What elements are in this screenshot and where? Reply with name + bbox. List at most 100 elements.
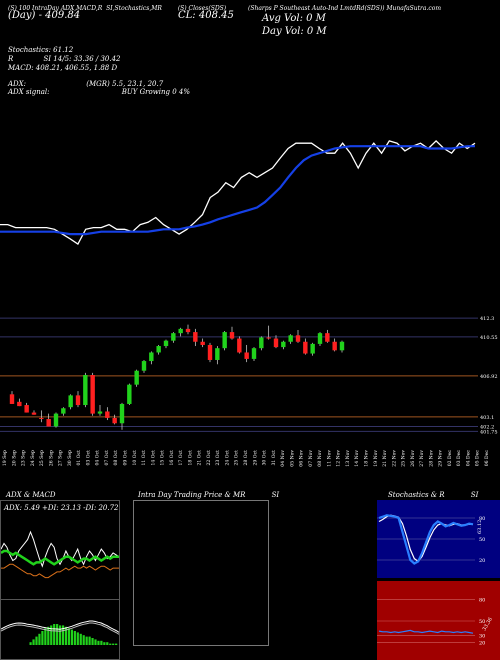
candle-date-label: 19 Sep [2, 450, 8, 466]
rsi-y-tick: 50 [479, 619, 485, 625]
candle-y-tick: 402.2 [480, 424, 494, 430]
stochastics-chart: 80 50 20 63.12 [377, 500, 500, 578]
macd-bar [94, 639, 97, 645]
macd-bar [44, 628, 47, 645]
candle-date-label: 21 Oct [197, 450, 203, 466]
candle-date-label: 15 Oct [160, 450, 166, 466]
rsi-y-tick: 30 [479, 633, 485, 639]
candle-body [46, 418, 51, 427]
rsi-letter: R [8, 55, 14, 63]
candle-date-label: 24 Sep [30, 450, 36, 466]
candle-date-label: 03 Dec [456, 450, 462, 467]
candle-date-label: 21 Nov [382, 450, 388, 467]
macd-bar [41, 631, 44, 645]
candle-date-label: 18 Nov [364, 450, 370, 467]
macd-bar [64, 626, 68, 645]
candle-body [288, 335, 293, 342]
macd-bar [38, 633, 41, 645]
candle-body [141, 361, 147, 371]
price-overview-chart [0, 139, 476, 246]
candle-date-label: 28 Oct [243, 450, 249, 466]
candle-y-tick: 412.3 [480, 316, 494, 322]
candle-body [281, 341, 286, 348]
candle-body [149, 352, 154, 362]
macd-bar [67, 628, 71, 645]
candle-date-label: 02 Dec [447, 450, 453, 467]
macd-bar [103, 642, 106, 645]
candle-date-label: 11 Oct [141, 450, 147, 466]
candle-body [200, 341, 205, 345]
candle-body [24, 405, 29, 413]
candle-date-label: 08 Oct [113, 450, 119, 466]
candle-date-label: 14 Nov [354, 450, 360, 467]
candle-body [17, 401, 22, 407]
candle-body [163, 340, 169, 347]
candle-body [266, 337, 271, 339]
adx-values: (MGR) 5.5, 23.1, 20.7 [86, 80, 164, 88]
candle-date-label: 23 Sep [21, 450, 27, 466]
rsi-y-tick: 80 [479, 597, 485, 603]
candle-date-label: 04 Oct [95, 450, 101, 466]
adx-signal-readout: ADX signal: BUY Growing 0 4% [8, 88, 190, 96]
candle-date-label: 17 Oct [178, 450, 184, 466]
candle-body [229, 332, 235, 339]
candle-date-label: 22 Oct [206, 450, 212, 466]
macd-divider [1, 599, 119, 600]
adx-letter: ADX: [8, 80, 27, 88]
macd-bar [79, 633, 82, 645]
candle-date-label: 22 Nov [391, 450, 397, 467]
macd-bar [85, 636, 88, 645]
macd-histogram [29, 624, 118, 645]
stoch-value-label: 63.12 [477, 520, 483, 534]
candle-date-label: 01 Oct [76, 450, 82, 466]
candle-date-label: 29 Oct [252, 450, 258, 466]
adx-chart [1, 530, 119, 579]
candle-body [90, 375, 95, 414]
candle-date-label: 18 Oct [187, 450, 193, 466]
candle-date-labels: 19 Sep 20 Sep 23 Sep 24 Sep 25 Sep 26 Sep 27 S… [2, 450, 490, 467]
candle-date-label: 25 Sep [39, 450, 45, 466]
adx-panel-title: ADX & MACD [6, 491, 56, 499]
candle-body [97, 411, 103, 414]
header-line: (S) 100 IntraDay ADX,MACD,R SI,Stochasti… [8, 5, 441, 12]
candle-date-label: 09 Oct [123, 450, 129, 466]
candle-body [339, 341, 345, 351]
candle-body [75, 395, 81, 406]
candle-body [53, 413, 59, 427]
candle-body [207, 344, 213, 360]
candle-date-label: 27 Sep [58, 450, 64, 466]
candle-date-label: 25 Nov [401, 450, 407, 467]
candle-y-tick: 403.1 [480, 415, 494, 421]
candle-body [325, 333, 330, 342]
candle-date-label: 25 Oct [234, 450, 240, 466]
macd-bar [97, 640, 100, 645]
stoch-panel-title: Stochastics & R SI [388, 491, 478, 499]
candle-body [83, 375, 88, 406]
rsi-y-tick: 20 [479, 641, 485, 647]
intraday-panel-title: Intra Day Trading Price & MR SI [138, 491, 279, 499]
candle-date-label: 26 Nov [410, 450, 416, 467]
macd-bar [50, 625, 53, 645]
macd-bar [59, 625, 62, 645]
stoch-title-a: Stochastics & R [388, 491, 445, 499]
candle-body [61, 408, 66, 414]
macd-signal-line [1, 622, 119, 635]
candle-date-label: 28 Nov [428, 450, 434, 467]
candle-marks [9, 324, 345, 430]
stoch-title-b: SI [470, 491, 479, 499]
candle-y-tick: 410.55 [480, 335, 498, 341]
candle-body [171, 333, 176, 341]
candle-body [105, 411, 110, 418]
stoch-y-tick: 80 [479, 516, 485, 522]
intraday-title-b: SI [271, 491, 280, 499]
candle-body [127, 384, 132, 404]
candle-y-tick: 401.75 [480, 429, 498, 435]
candle-date-label: 30 Sep [67, 450, 73, 466]
adx-signal-values: BUY Growing 0 4% [121, 88, 190, 96]
candle-date-label: 16 Oct [169, 450, 175, 466]
candle-body [295, 335, 301, 342]
macd-bar [88, 636, 91, 645]
macd-bar [32, 639, 35, 645]
candle-body [259, 337, 264, 349]
